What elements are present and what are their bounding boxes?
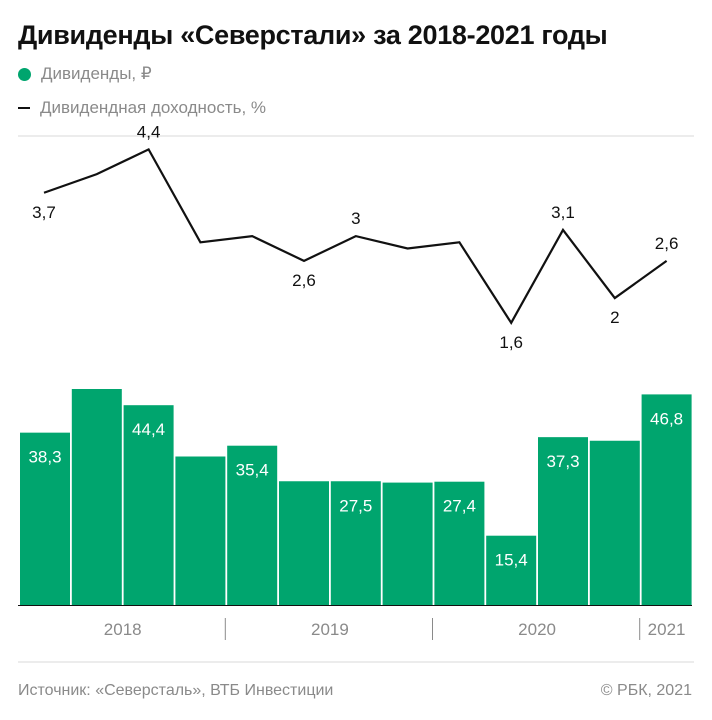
bar-value-label: 27,5 xyxy=(339,496,372,515)
line-layer: 3,7 4,4 2,6 3 1,6 3,1 2 2,6 xyxy=(32,122,678,351)
legend-label-yield: Дивидендная доходность, % xyxy=(40,98,267,117)
year-tick-label: 2020 xyxy=(518,620,556,639)
year-tick-label: 2018 xyxy=(104,620,142,639)
source-note: Источник: «Северсталь», ВТБ Инвестиции xyxy=(18,682,334,699)
yield-value-label: 3,7 xyxy=(32,203,56,222)
bar xyxy=(71,389,122,605)
bar xyxy=(589,440,640,605)
bar-value-label: 27,4 xyxy=(443,497,476,516)
chart-title: Дивиденды «Северстали» за 2018-2021 годы xyxy=(18,20,608,50)
bar-layer: 38,3 44,4 35,4 27,5 27,4 15,4 37,3 46,8 xyxy=(20,389,692,605)
year-tick-label: 2019 xyxy=(311,620,349,639)
bar xyxy=(330,481,381,605)
bar xyxy=(20,432,70,605)
grid-layer xyxy=(18,135,694,663)
yield-line xyxy=(43,147,668,325)
bar xyxy=(538,437,588,605)
bar xyxy=(382,482,433,605)
legend-label-dividends: Дивиденды, ₽ xyxy=(41,64,152,83)
bar-value-label: 44,4 xyxy=(132,420,165,439)
legend-line-icon xyxy=(18,107,30,109)
bar xyxy=(279,481,329,605)
bar-value-label: 38,3 xyxy=(28,448,61,467)
bar-value-label: 46,8 xyxy=(650,409,683,428)
bar xyxy=(175,456,226,605)
copyright-note: © РБК, 2021 xyxy=(600,682,692,699)
bar-value-label: 15,4 xyxy=(495,551,528,570)
yield-value-label: 2,6 xyxy=(655,234,679,253)
axis-layer: 2018 2019 2020 2021 xyxy=(18,605,692,640)
yield-value-label: 3,1 xyxy=(551,203,575,222)
bar xyxy=(123,405,174,605)
bar xyxy=(227,445,278,605)
bar-value-label: 35,4 xyxy=(236,461,269,480)
bar xyxy=(434,481,485,605)
yield-value-label: 2,6 xyxy=(292,271,316,290)
yield-value-label: 1,6 xyxy=(499,333,523,352)
yield-value-label: 3 xyxy=(351,209,360,228)
bar xyxy=(486,535,537,605)
year-tick-label: 2021 xyxy=(648,620,686,639)
bar-value-label: 37,3 xyxy=(546,452,579,471)
legend-item-yield: Дивидендная доходность, % xyxy=(18,98,266,118)
legend-dot-icon xyxy=(18,67,31,81)
yield-value-label: 2 xyxy=(610,308,619,327)
yield-value-label: 4,4 xyxy=(137,122,161,141)
bar xyxy=(641,394,692,605)
legend-item-dividends: Дивиденды, ₽ xyxy=(18,64,152,84)
